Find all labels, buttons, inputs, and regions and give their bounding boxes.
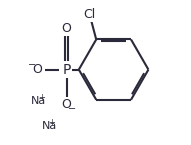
Text: Na: Na — [31, 97, 46, 106]
Text: +: + — [38, 93, 45, 102]
Text: Na: Na — [42, 121, 57, 131]
Text: −: − — [68, 105, 76, 114]
Text: P: P — [62, 63, 71, 77]
Text: +: + — [49, 118, 55, 127]
Text: O: O — [62, 98, 71, 111]
Text: −: − — [28, 60, 36, 70]
Text: O: O — [62, 22, 71, 36]
Text: O: O — [32, 63, 42, 76]
Text: Cl: Cl — [84, 8, 96, 21]
